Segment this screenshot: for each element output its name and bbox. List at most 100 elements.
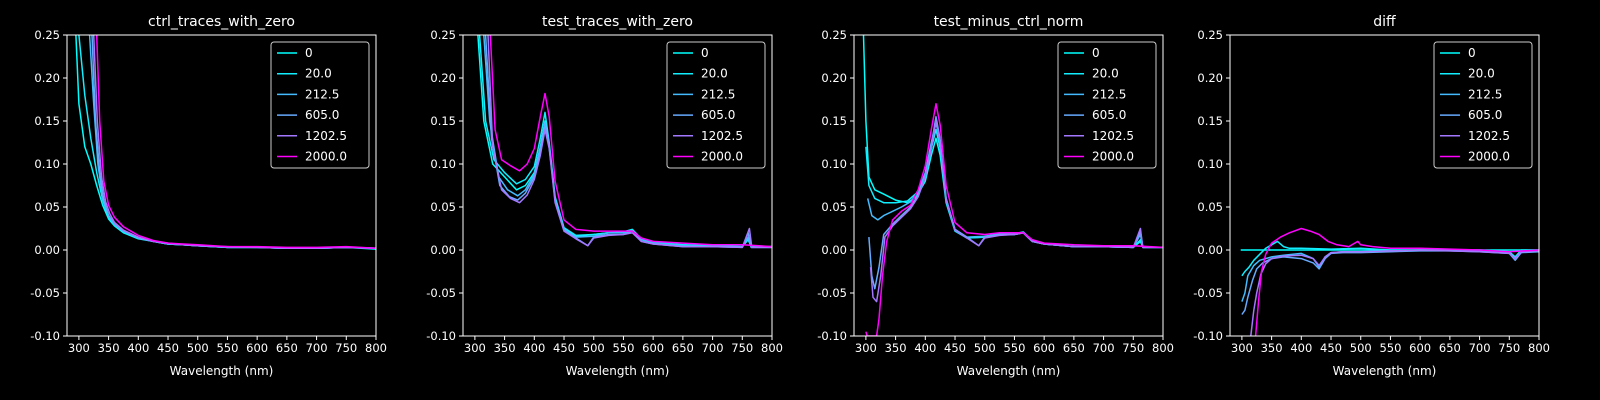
x-tick-label: 300 xyxy=(68,341,90,355)
legend-label: 2000.0 xyxy=(1468,150,1510,164)
x-tick-label: 500 xyxy=(583,341,605,355)
y-tick-label: -0.05 xyxy=(817,286,847,300)
legend-label: 0 xyxy=(701,46,709,60)
x-axis-label: Wavelength (nm) xyxy=(1333,364,1437,378)
legend-label: 1202.5 xyxy=(305,129,347,143)
x-tick-label: 800 xyxy=(365,341,387,355)
y-tick-label: -0.10 xyxy=(817,329,847,343)
x-tick-label: 650 xyxy=(276,341,298,355)
x-tick-label: 700 xyxy=(306,341,328,355)
x-tick-label: 350 xyxy=(98,341,120,355)
x-tick-label: 500 xyxy=(974,341,996,355)
chart-panel-3: 300 350 400 450 500 550 600 650 700 750 800 -0.10 -0… xyxy=(817,14,1174,378)
x-tick-label: 550 xyxy=(1379,341,1401,355)
x-tick-label: 450 xyxy=(1320,341,1342,355)
y-tick-label: 0.20 xyxy=(430,71,456,85)
series-group xyxy=(862,35,1163,336)
x-axis-label: Wavelength (nm) xyxy=(170,364,274,378)
series-line-2000-0 xyxy=(865,103,1163,336)
series-group xyxy=(477,35,772,249)
legend-label: 212.5 xyxy=(701,87,735,101)
x-tick-label: 800 xyxy=(1152,341,1174,355)
x-tick-label: 400 xyxy=(1290,341,1312,355)
y-tick-label: 0.10 xyxy=(34,157,60,171)
y-tick-label: 0.15 xyxy=(430,114,456,128)
legend: 0 20.0 212.5 605.0 1202.5 2000.0 xyxy=(666,41,766,169)
x-tick-label: 650 xyxy=(1063,341,1085,355)
x-tick-label: 350 xyxy=(885,341,907,355)
x-tick-label: 600 xyxy=(642,341,664,355)
x-tick-label: 550 xyxy=(1003,341,1025,355)
chart-panel-4: 300 350 400 450 500 550 600 650 700 750 800 -0.10 -0… xyxy=(1193,14,1550,378)
legend-label: 605.0 xyxy=(701,108,735,122)
legend-label: 2000.0 xyxy=(701,150,743,164)
x-axis-label: Wavelength (nm) xyxy=(957,364,1061,378)
y-tick-label: 0.20 xyxy=(34,71,60,85)
y-tick-label: -0.05 xyxy=(426,286,456,300)
x-tick-label: 700 xyxy=(1093,341,1115,355)
chart-panel-1: 300 350 400 450 500 550 600 650 700 750 800 -0.10 -0… xyxy=(30,14,387,378)
x-tick-label: 550 xyxy=(612,341,634,355)
x-tick-label: 800 xyxy=(761,341,783,355)
legend-label: 212.5 xyxy=(1468,87,1502,101)
x-tick-label: 800 xyxy=(1528,341,1550,355)
y-tick-label: 0.15 xyxy=(1197,114,1223,128)
x-tick-label: 750 xyxy=(1498,341,1520,355)
x-tick-label: 450 xyxy=(553,341,575,355)
x-tick-label: 750 xyxy=(1122,341,1144,355)
legend-label: 1202.5 xyxy=(701,129,743,143)
chart-title: diff xyxy=(1373,14,1396,30)
y-tick-label: 0.20 xyxy=(1197,71,1223,85)
series-line-2000-0 xyxy=(489,35,772,248)
y-tick-label: -0.10 xyxy=(30,329,60,343)
legend-label: 20.0 xyxy=(1468,67,1495,81)
x-tick-label: 350 xyxy=(494,341,516,355)
chart-title: ctrl_traces_with_zero xyxy=(148,14,295,30)
charts-container: 300 350 400 450 500 550 600 650 700 750 800 -0.10 -0… xyxy=(30,14,1550,378)
y-tick-label: 0.05 xyxy=(34,200,60,214)
x-tick-label: 600 xyxy=(1033,341,1055,355)
x-axis-label: Wavelength (nm) xyxy=(566,364,670,378)
plot-frame xyxy=(462,34,773,337)
y-tick-label: -0.10 xyxy=(1193,329,1223,343)
legend-label: 0 xyxy=(1468,46,1476,60)
y-tick-label: -0.05 xyxy=(30,286,60,300)
x-tick-label: 650 xyxy=(1439,341,1461,355)
legend-label: 2000.0 xyxy=(305,150,347,164)
y-tick-label: 0.00 xyxy=(430,243,456,257)
legend-label: 212.5 xyxy=(305,87,339,101)
y-tick-label: 0.05 xyxy=(430,200,456,214)
legend-label: 20.0 xyxy=(701,67,728,81)
y-tick-label: 0.10 xyxy=(430,157,456,171)
x-tick-label: 700 xyxy=(1469,341,1491,355)
x-tick-label: 500 xyxy=(187,341,209,355)
y-tick-label: 0.10 xyxy=(1197,157,1223,171)
x-tick-label: 450 xyxy=(157,341,179,355)
chart-panel-2: 300 350 400 450 500 550 600 650 700 750 800 -0.10 -0… xyxy=(426,14,783,378)
y-tick-label: 0.00 xyxy=(1197,243,1223,257)
legend-label: 605.0 xyxy=(1092,108,1126,122)
series-group xyxy=(75,35,376,250)
series-line-2000-0 xyxy=(1254,227,1539,336)
x-tick-label: 750 xyxy=(335,341,357,355)
legend-label: 20.0 xyxy=(305,67,332,81)
y-tick-label: 0.00 xyxy=(34,243,60,257)
x-tick-label: 600 xyxy=(246,341,268,355)
series-line-20-0 xyxy=(478,35,772,248)
plot-frame xyxy=(853,34,1164,337)
y-tick-label: 0.25 xyxy=(34,28,60,42)
legend-label: 212.5 xyxy=(1092,87,1126,101)
x-tick-label: 300 xyxy=(1231,341,1253,355)
series-line-1202-5 xyxy=(487,35,772,249)
y-tick-label: 0.15 xyxy=(821,114,847,128)
legend-label: 0 xyxy=(1092,46,1100,60)
series-line-1202-5 xyxy=(1250,249,1539,336)
y-tick-label: 0.25 xyxy=(430,28,456,42)
x-tick-label: 350 xyxy=(1261,341,1283,355)
y-tick-label: 0.00 xyxy=(821,243,847,257)
y-tick-label: 0.25 xyxy=(821,28,847,42)
x-tick-label: 600 xyxy=(1409,341,1431,355)
plot-frame xyxy=(1229,34,1540,337)
series-group xyxy=(1240,227,1539,336)
